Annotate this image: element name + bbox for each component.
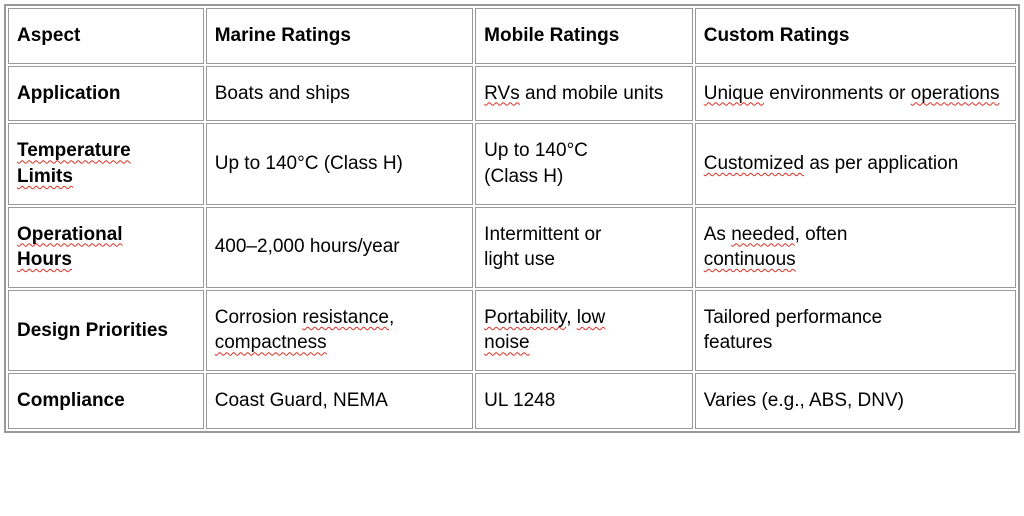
spellcheck-text: Customized: [704, 153, 804, 174]
cell-compliance-marine: Coast Guard, NEMA: [206, 373, 473, 429]
cell-text: ,: [566, 307, 577, 328]
spellcheck-text: Limits: [17, 166, 73, 187]
cell-text: light use: [484, 249, 555, 270]
cell-design-marine: Corrosion resistance, compactness: [206, 290, 473, 371]
table-header-row: Aspect Marine Ratings Mobile Ratings Cus…: [8, 8, 1016, 64]
cell-text: As: [704, 224, 731, 245]
cell-text: environments or: [764, 83, 911, 104]
cell-design-custom: Tailored performance features: [695, 290, 1016, 371]
cell-operational-marine: 400–2,000 hours/year: [206, 207, 473, 288]
cell-temperature-mobile: Up to 140°C (Class H): [475, 123, 693, 204]
spellcheck-text: continuous: [704, 249, 796, 270]
cell-application-custom: Unique environments or operations: [695, 66, 1016, 122]
cell-compliance-mobile: UL 1248: [475, 373, 693, 429]
cell-compliance-custom: Varies (e.g., ABS, DNV): [695, 373, 1016, 429]
spellcheck-text: compactness: [215, 332, 327, 353]
spellcheck-text: noise: [484, 332, 529, 353]
col-header-mobile: Mobile Ratings: [475, 8, 693, 64]
row-header-temperature-limits: Temperature Limits: [8, 123, 204, 204]
cell-text: ,: [389, 307, 394, 328]
table-row: Temperature Limits Up to 140°C (Class H)…: [8, 123, 1016, 204]
cell-text: as per application: [804, 153, 958, 174]
spellcheck-text: Operational: [17, 224, 123, 245]
cell-text: Tailored performance: [704, 307, 882, 328]
row-header-operational-hours: Operational Hours: [8, 207, 204, 288]
cell-application-mobile: RVs and mobile units: [475, 66, 693, 122]
cell-text: features: [704, 332, 773, 353]
cell-application-marine: Boats and ships: [206, 66, 473, 122]
cell-text: and mobile units: [520, 83, 664, 104]
cell-text: Intermittent or: [484, 224, 601, 245]
cell-temperature-custom: Customized as per application: [695, 123, 1016, 204]
cell-operational-custom: As needed, often continuous: [695, 207, 1016, 288]
row-header-compliance: Compliance: [8, 373, 204, 429]
spellcheck-text: Hours: [17, 249, 72, 270]
cell-operational-mobile: Intermittent or light use: [475, 207, 693, 288]
cell-temperature-marine: Up to 140°C (Class H): [206, 123, 473, 204]
spellcheck-text: operations: [911, 83, 1000, 104]
cell-text: Corrosion: [215, 307, 303, 328]
spellcheck-text: needed: [731, 224, 794, 245]
cell-text: , often: [795, 224, 848, 245]
spellcheck-text: low: [577, 307, 606, 328]
table-row: Design Priorities Corrosion resistance, …: [8, 290, 1016, 371]
col-header-custom: Custom Ratings: [695, 8, 1016, 64]
cell-text: Up to 140°C: [484, 140, 588, 161]
row-header-design-priorities: Design Priorities: [8, 290, 204, 371]
table-row: Compliance Coast Guard, NEMA UL 1248 Var…: [8, 373, 1016, 429]
spellcheck-text: Portability: [484, 307, 566, 328]
spellcheck-text: RVs: [484, 83, 520, 104]
table-row: Application Boats and ships RVs and mobi…: [8, 66, 1016, 122]
cell-design-mobile: Portability, low noise: [475, 290, 693, 371]
spellcheck-text: resistance: [302, 307, 389, 328]
spellcheck-text: Temperature: [17, 140, 131, 161]
spellcheck-text: Unique: [704, 83, 764, 104]
cell-text: (Class H): [484, 166, 563, 187]
row-header-application: Application: [8, 66, 204, 122]
col-header-marine: Marine Ratings: [206, 8, 473, 64]
ratings-comparison-table: Aspect Marine Ratings Mobile Ratings Cus…: [4, 4, 1020, 433]
table-row: Operational Hours 400–2,000 hours/year I…: [8, 207, 1016, 288]
col-header-aspect: Aspect: [8, 8, 204, 64]
